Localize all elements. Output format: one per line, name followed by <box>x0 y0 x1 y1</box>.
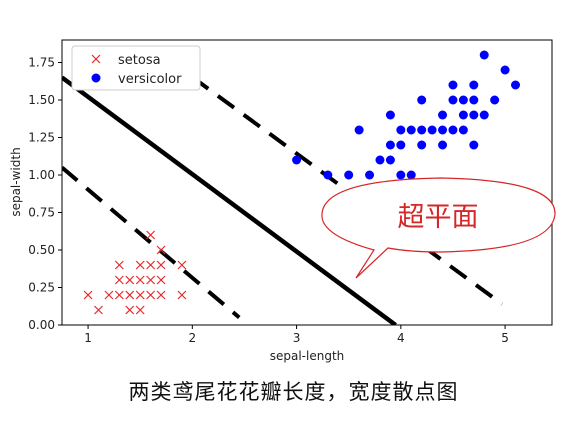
point-versicolor <box>469 95 479 105</box>
x-axis-label: sepal-length <box>270 349 345 363</box>
legend-label-versicolor: versicolor <box>118 72 182 87</box>
point-setosa <box>104 290 114 300</box>
point-versicolor <box>490 95 500 105</box>
point-versicolor <box>365 170 375 180</box>
point-versicolor <box>323 170 333 180</box>
point-setosa <box>135 275 145 285</box>
point-versicolor <box>427 125 437 135</box>
point-versicolor <box>396 125 406 135</box>
point-versicolor <box>448 125 458 135</box>
point-versicolor <box>469 110 479 120</box>
x-tick-label: 3 <box>293 331 301 345</box>
point-versicolor <box>354 125 364 135</box>
point-versicolor <box>417 95 427 105</box>
plot-frame <box>61 39 553 326</box>
point-setosa <box>135 305 145 315</box>
point-versicolor <box>375 155 385 165</box>
point-versicolor <box>396 140 406 150</box>
point-setosa <box>135 260 145 270</box>
legend: setosa versicolor <box>71 45 201 91</box>
figure-caption: 两类鸢尾花花瓣长度，宽度散点图 <box>128 380 459 404</box>
x-tick-label: 4 <box>397 331 405 345</box>
point-versicolor <box>458 110 468 120</box>
point-versicolor <box>479 110 489 120</box>
point-setosa <box>114 260 124 270</box>
point-setosa <box>135 290 145 300</box>
point-setosa <box>114 290 124 300</box>
point-setosa <box>125 290 135 300</box>
y-tick-label: 1.00 <box>28 168 55 182</box>
y-tick-label: 0.00 <box>28 318 55 332</box>
hyperplane-callout: 超平面 <box>321 177 556 279</box>
point-versicolor <box>448 95 458 105</box>
legend-marker-versicolor <box>91 73 101 83</box>
point-setosa <box>94 305 103 315</box>
x-tick-label: 1 <box>84 331 92 345</box>
point-setosa <box>156 260 166 270</box>
point-versicolor <box>438 140 448 150</box>
legend-box <box>71 45 201 91</box>
point-versicolor <box>479 50 489 60</box>
point-setosa <box>146 290 156 300</box>
point-setosa <box>146 230 156 240</box>
point-versicolor <box>458 125 468 135</box>
point-setosa <box>125 305 135 315</box>
point-versicolor <box>500 65 510 75</box>
point-versicolor <box>511 80 521 90</box>
point-versicolor <box>469 80 479 90</box>
point-versicolor <box>448 80 458 90</box>
point-versicolor <box>406 125 416 135</box>
point-setosa <box>114 275 124 285</box>
point-versicolor <box>458 95 468 105</box>
legend-marker-setosa <box>91 54 101 64</box>
point-setosa <box>156 245 166 255</box>
point-versicolor <box>385 110 395 120</box>
y-tick-label: 1.25 <box>28 131 55 145</box>
point-setosa <box>177 290 187 300</box>
y-tick-label: 1.50 <box>28 93 55 107</box>
point-versicolor <box>385 140 395 150</box>
y-axis-label: sepal-width <box>9 147 23 216</box>
point-setosa <box>146 260 156 270</box>
point-versicolor <box>469 140 479 150</box>
point-versicolor <box>438 110 448 120</box>
margin-upper-line <box>165 56 504 306</box>
point-versicolor <box>344 170 354 180</box>
callout-text: 超平面 <box>398 202 479 233</box>
point-versicolor <box>438 125 448 135</box>
point-versicolor <box>385 155 395 165</box>
point-setosa <box>177 260 187 270</box>
scatter-chart: 1 2 3 4 5 0.00 0.25 0.50 0.75 1.00 1.25 1.50 1.75 se… <box>9 39 556 363</box>
margin-lower-line <box>62 165 241 320</box>
point-versicolor <box>396 170 406 180</box>
point-versicolor <box>417 140 427 150</box>
point-setosa <box>156 290 166 300</box>
point-versicolor <box>417 125 427 135</box>
point-setosa <box>125 275 135 285</box>
point-setosa <box>146 275 156 285</box>
x-tick-label: 5 <box>501 331 509 345</box>
y-tick-label: 0.50 <box>28 243 55 257</box>
point-versicolor <box>292 155 302 165</box>
point-setosa <box>156 275 166 285</box>
x-tick-label: 2 <box>188 331 196 345</box>
y-tick-label: 0.25 <box>28 281 55 295</box>
legend-label-setosa: setosa <box>118 53 161 68</box>
y-tick-label: 1.75 <box>28 56 55 70</box>
callout-bubble <box>321 177 556 279</box>
point-versicolor <box>406 170 416 180</box>
hyperplane-line <box>62 75 397 325</box>
y-tick-label: 0.75 <box>28 206 55 220</box>
point-setosa <box>83 290 93 300</box>
